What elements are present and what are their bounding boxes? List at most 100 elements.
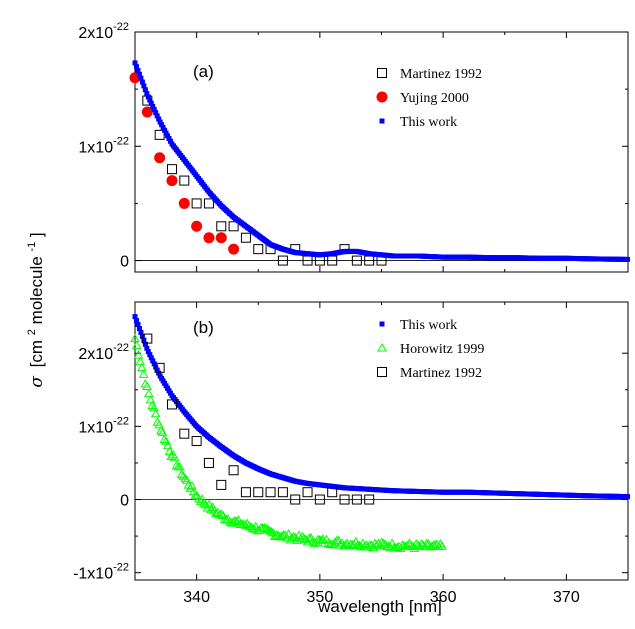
data-point bbox=[166, 399, 177, 410]
legend-marker bbox=[377, 68, 387, 78]
data-point bbox=[154, 152, 166, 164]
data-point bbox=[159, 122, 165, 128]
x-tick-label: 370 bbox=[553, 589, 580, 606]
y-tick-label: 2x10-22 bbox=[78, 342, 129, 363]
data-point bbox=[264, 525, 275, 535]
data-point bbox=[290, 494, 301, 505]
y-tick-label: -1x10-22 bbox=[73, 562, 129, 583]
data-point bbox=[327, 487, 338, 498]
data-point bbox=[314, 494, 325, 505]
data-point bbox=[390, 543, 401, 552]
data-point bbox=[154, 367, 160, 373]
data-point bbox=[142, 381, 152, 391]
data-point bbox=[203, 457, 214, 468]
data-point bbox=[266, 526, 277, 536]
data-point bbox=[165, 133, 171, 139]
data-point bbox=[133, 350, 144, 359]
data-point bbox=[143, 388, 154, 398]
data-point bbox=[383, 541, 394, 550]
y-axis-title: σ [cm 2 molecule -1 ] bbox=[20, 232, 47, 387]
data-point bbox=[138, 329, 144, 335]
data-point bbox=[156, 116, 162, 122]
data-point bbox=[231, 516, 242, 526]
y-tick-exponent: -22 bbox=[113, 415, 129, 427]
data-point bbox=[625, 256, 631, 262]
data-point bbox=[149, 402, 159, 412]
data-point bbox=[261, 523, 271, 533]
data-point bbox=[135, 356, 146, 366]
data-point bbox=[132, 314, 138, 320]
y-tick-exponent: -22 bbox=[113, 562, 129, 574]
legend-label: Yujing 2000 bbox=[400, 91, 469, 106]
data-point bbox=[221, 514, 232, 524]
data-point bbox=[253, 487, 264, 498]
data-point bbox=[157, 119, 163, 125]
data-point bbox=[191, 198, 202, 209]
legend-label: Martinez 1992 bbox=[400, 366, 482, 381]
data-point bbox=[176, 469, 187, 479]
series-this-work bbox=[132, 314, 631, 500]
data-point bbox=[169, 452, 180, 462]
data-point bbox=[179, 428, 190, 439]
data-point bbox=[215, 232, 227, 244]
data-point bbox=[283, 529, 294, 538]
legend-marker bbox=[379, 321, 385, 327]
legend-marker bbox=[379, 118, 385, 124]
data-point bbox=[238, 519, 249, 528]
y-axis-units-2: molecule bbox=[27, 256, 46, 324]
data-point bbox=[368, 542, 378, 552]
x-tick-label: 340 bbox=[183, 589, 210, 606]
data-point bbox=[199, 498, 209, 507]
data-point bbox=[166, 175, 178, 187]
data-point bbox=[253, 244, 264, 255]
data-point bbox=[145, 394, 156, 404]
data-point bbox=[378, 538, 389, 548]
data-point bbox=[230, 515, 240, 525]
y-tick-mantissa: 2x10 bbox=[78, 346, 113, 363]
legend-marker bbox=[377, 342, 387, 352]
data-point bbox=[240, 232, 251, 243]
data-point bbox=[162, 127, 168, 133]
y-tick-label: 0 bbox=[120, 493, 129, 510]
data-point bbox=[297, 531, 308, 541]
data-point bbox=[151, 107, 157, 113]
data-point bbox=[625, 494, 631, 500]
data-point bbox=[141, 106, 153, 118]
y-tick-exponent: -22 bbox=[113, 135, 129, 147]
data-point bbox=[147, 97, 153, 103]
legend-label: Martinez 1992 bbox=[400, 67, 482, 82]
y-axis-units-3: ] bbox=[27, 232, 46, 237]
data-point bbox=[142, 333, 153, 344]
data-point bbox=[139, 79, 145, 85]
data-point bbox=[204, 499, 215, 509]
data-point bbox=[228, 465, 239, 476]
y-tick-exponent: -22 bbox=[113, 21, 129, 33]
data-point bbox=[247, 523, 258, 532]
y-tick-exponent: -22 bbox=[113, 342, 129, 354]
data-point bbox=[156, 370, 162, 376]
data-point bbox=[203, 232, 215, 244]
data-point bbox=[216, 221, 227, 232]
y-tick-mantissa: 1x10 bbox=[78, 139, 113, 156]
data-point bbox=[364, 494, 375, 505]
data-point bbox=[339, 494, 350, 505]
data-point bbox=[151, 361, 157, 367]
legend-label: Horowitz 1999 bbox=[400, 342, 484, 357]
data-point bbox=[138, 369, 149, 378]
data-point bbox=[153, 110, 159, 116]
data-point bbox=[133, 318, 139, 324]
data-point bbox=[394, 541, 404, 551]
data-point bbox=[269, 531, 280, 540]
legend-marker bbox=[376, 91, 388, 103]
panel-label: (b) bbox=[193, 318, 214, 337]
data-point bbox=[166, 164, 177, 175]
data-point bbox=[130, 333, 140, 343]
y-axis-symbol: σ bbox=[27, 376, 47, 388]
data-point bbox=[147, 352, 153, 358]
data-point bbox=[191, 220, 203, 232]
data-point bbox=[162, 440, 173, 450]
data-point bbox=[351, 494, 362, 505]
x-tick-label: 350 bbox=[307, 589, 334, 606]
data-point bbox=[338, 540, 349, 550]
